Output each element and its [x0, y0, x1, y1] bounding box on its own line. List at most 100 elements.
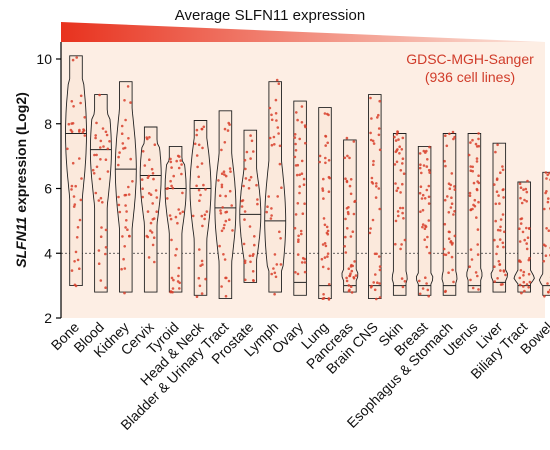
data-point: [322, 217, 326, 220]
violin-kidney: [114, 81, 137, 293]
data-point: [270, 118, 274, 122]
violin-liver: [490, 142, 508, 293]
data-point: [73, 283, 77, 287]
data-point: [522, 285, 525, 288]
data-point: [250, 139, 254, 143]
data-point: [229, 170, 232, 173]
data-point: [453, 185, 456, 188]
data-point: [297, 234, 300, 238]
data-point: [266, 205, 269, 208]
data-point: [201, 263, 204, 266]
data-point: [127, 193, 131, 196]
data-point: [177, 266, 181, 270]
data-point: [370, 180, 374, 184]
data-point: [248, 178, 251, 182]
data-point: [141, 187, 144, 190]
data-point: [220, 183, 224, 187]
data-point: [198, 248, 201, 251]
data-point: [493, 265, 496, 269]
data-point: [444, 164, 447, 168]
data-point: [425, 245, 429, 249]
data-point: [151, 218, 155, 221]
data-point: [399, 169, 403, 172]
data-point: [277, 82, 281, 85]
data-point: [375, 252, 378, 256]
data-point: [451, 268, 454, 272]
data-point: [493, 183, 496, 186]
data-point: [343, 156, 347, 160]
data-point: [497, 260, 501, 263]
data-point: [124, 226, 127, 229]
data-point: [344, 217, 347, 221]
data-point: [298, 173, 302, 177]
data-point: [427, 168, 431, 172]
data-point: [502, 196, 505, 199]
data-point: [117, 155, 120, 159]
data-point: [545, 177, 548, 180]
data-point: [544, 244, 547, 248]
data-point: [350, 269, 354, 273]
data-point: [393, 163, 397, 166]
data-point: [344, 251, 348, 254]
data-point: [499, 229, 502, 232]
data-point: [494, 202, 498, 206]
data-point: [204, 188, 207, 191]
data-point: [252, 279, 255, 282]
data-point: [370, 176, 374, 180]
data-point: [371, 218, 375, 222]
data-point: [350, 291, 354, 294]
data-point: [326, 252, 330, 255]
data-point: [95, 165, 99, 169]
data-point: [222, 226, 225, 230]
violin-head-and-neck: [189, 120, 212, 296]
data-point: [81, 131, 85, 134]
data-point: [523, 198, 526, 202]
data-point: [527, 286, 530, 289]
data-point: [396, 131, 400, 134]
data-point: [265, 210, 269, 214]
data-point: [120, 267, 123, 271]
data-point: [501, 165, 504, 168]
data-point: [91, 168, 95, 172]
data-point: [99, 158, 102, 161]
data-point: [518, 227, 521, 230]
data-point: [166, 187, 170, 190]
data-point: [149, 193, 153, 196]
data-point: [198, 199, 201, 202]
data-point: [346, 154, 349, 158]
data-point: [353, 200, 356, 203]
data-point: [153, 260, 156, 264]
data-point: [450, 172, 454, 175]
data-point: [204, 277, 207, 281]
data-point: [177, 166, 181, 170]
data-point: [369, 96, 372, 100]
data-point: [450, 202, 454, 205]
data-point: [423, 227, 427, 230]
data-point: [174, 215, 178, 219]
data-point: [293, 155, 297, 159]
data-point: [201, 224, 204, 228]
data-point: [403, 280, 407, 283]
data-point: [104, 286, 107, 290]
data-point: [349, 235, 353, 238]
data-point: [469, 278, 472, 282]
data-point: [294, 164, 298, 167]
data-point: [377, 255, 381, 258]
data-point: [202, 125, 206, 129]
data-point: [126, 85, 130, 88]
data-point: [349, 178, 353, 181]
data-point: [452, 280, 455, 284]
data-point: [197, 143, 201, 147]
data-point: [524, 187, 528, 191]
data-point: [268, 106, 272, 110]
data-point: [79, 101, 82, 105]
expression-gradient-triangle: [61, 22, 545, 42]
data-point: [249, 260, 252, 264]
data-point: [244, 177, 248, 180]
data-point: [476, 228, 480, 231]
data-point: [420, 171, 423, 175]
data-point: [199, 193, 202, 197]
data-point: [323, 256, 327, 259]
data-point: [123, 99, 126, 102]
data-point: [294, 271, 297, 274]
